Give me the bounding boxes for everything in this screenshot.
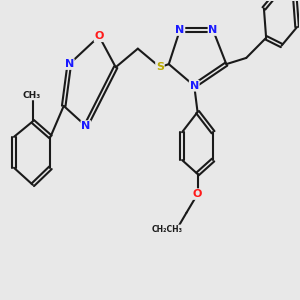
Text: CH₂CH₃: CH₂CH₃ — [152, 225, 183, 234]
Text: N: N — [175, 25, 184, 35]
Text: N: N — [208, 25, 218, 35]
Text: O: O — [94, 31, 104, 41]
Text: CH₃: CH₃ — [22, 91, 40, 100]
Text: N: N — [64, 59, 74, 69]
Text: N: N — [81, 121, 91, 131]
Text: O: O — [193, 189, 202, 199]
Text: S: S — [156, 62, 164, 72]
Text: N: N — [190, 81, 199, 91]
